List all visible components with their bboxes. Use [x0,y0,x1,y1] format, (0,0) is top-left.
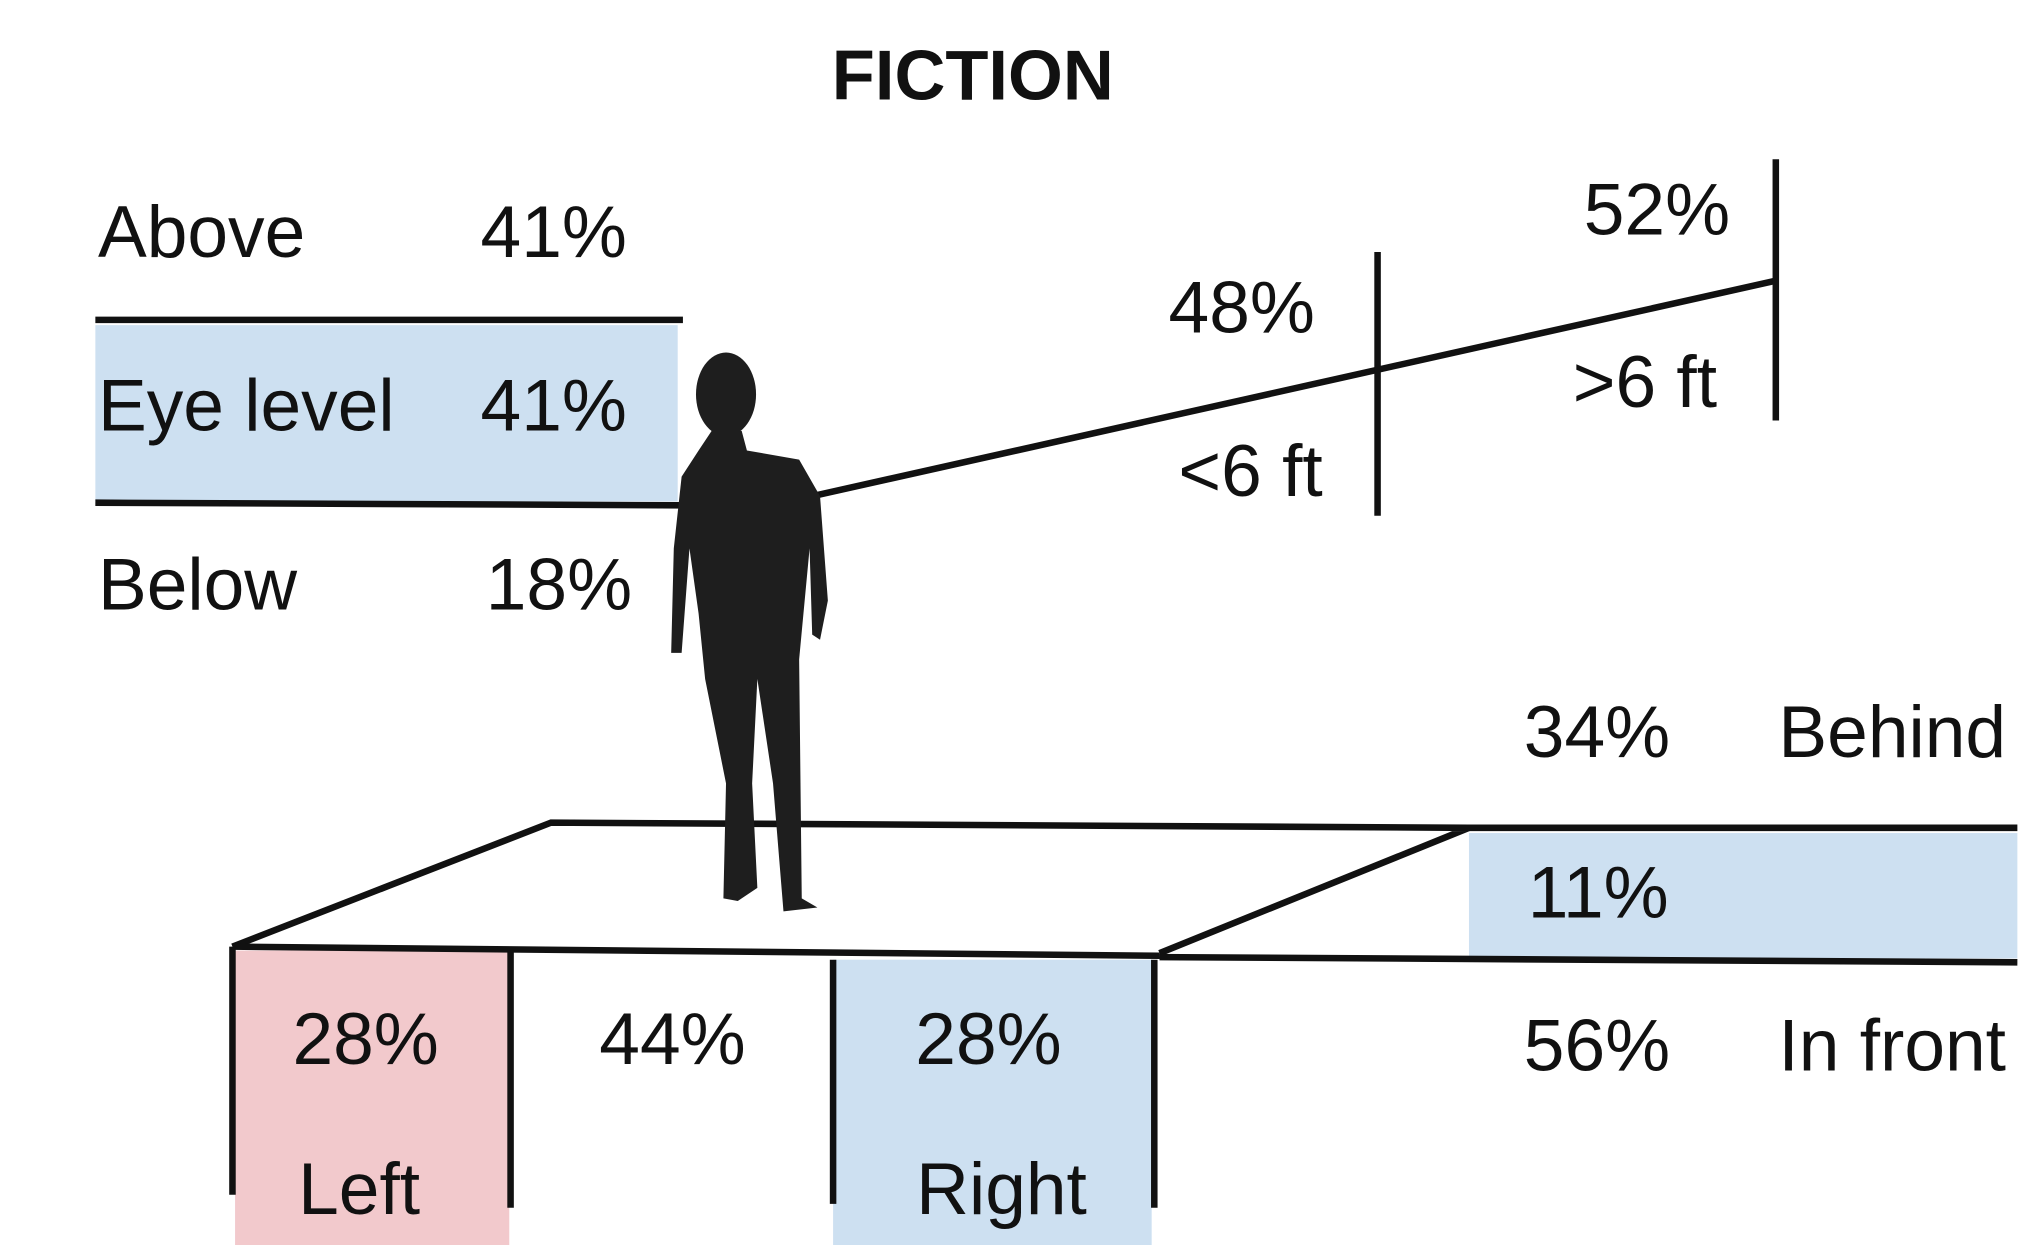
label: Above [98,192,305,273]
label: Below [98,544,297,625]
floor [232,823,1469,954]
label: <6 ft [1178,431,1322,512]
title: FICTION [832,36,1114,115]
label: Right [916,1149,1087,1230]
value: 18% [486,544,632,625]
label: >6 ft [1573,342,1717,423]
label: Left [298,1149,420,1230]
label: In front [1778,1005,2006,1086]
label: Behind [1778,692,2006,773]
person-silhouette [671,353,828,912]
value: 34% [1524,692,1670,773]
value: 48% [1169,268,1315,349]
diagram: FICTION Above 41% Eye level 41% Below 18… [0,0,2037,1245]
value: 41% [481,192,627,273]
value: 28% [292,999,438,1080]
value: 52% [1584,170,1730,251]
page: FICTION Above 41% Eye level 41% Below 18… [0,0,2037,1245]
value: 28% [915,999,1061,1080]
label: Eye level [98,366,395,447]
value: 11% [1528,853,1669,934]
divider [95,503,685,506]
value: 56% [1524,1005,1670,1086]
value: 41% [481,366,627,447]
value: 44% [599,999,745,1080]
